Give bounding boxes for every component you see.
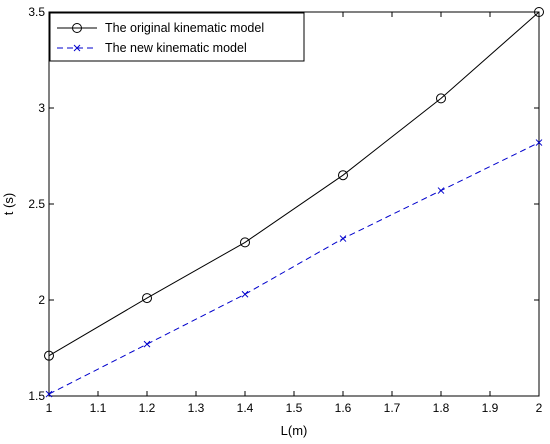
legend-label-original: The original kinematic model — [105, 21, 264, 35]
y-tick-label: 3 — [38, 101, 45, 115]
legend-box — [49, 12, 305, 62]
x-tick-label: 1.3 — [188, 401, 205, 415]
x-tick-label: 1.7 — [384, 401, 401, 415]
plot-area — [48, 11, 540, 397]
data-point — [44, 350, 54, 361]
y-tick-label: 1.5 — [28, 389, 45, 403]
y-axis-label: t (s) — [1, 193, 16, 215]
data-point — [534, 7, 544, 17]
data-point — [535, 139, 543, 146]
x-axis-label: L(m) — [281, 423, 308, 438]
legend-marker-new — [73, 44, 81, 52]
x-tick-label: 1.8 — [433, 401, 450, 415]
y-tick-label: 2.5 — [28, 197, 45, 211]
data-point — [338, 170, 348, 181]
legend-label-new: The new kinematic model — [105, 41, 247, 55]
series-line — [48, 11, 540, 357]
legend-marker-original — [72, 23, 82, 33]
x-tick-label: 1.5 — [286, 401, 303, 415]
x-tick-label: 1.9 — [482, 401, 499, 415]
data-point — [240, 237, 250, 248]
data-point — [339, 235, 347, 242]
x-tick-label: 1.4 — [237, 401, 254, 415]
data-point — [436, 93, 446, 104]
series-line — [48, 142, 540, 395]
data-point — [437, 187, 445, 194]
y-tick-label: 2 — [38, 293, 45, 307]
x-tick-label: 2 — [536, 401, 543, 415]
x-tick-label: 1 — [46, 401, 53, 415]
x-tick-label: 1.2 — [139, 401, 156, 415]
y-tick-label: 3.5 — [28, 5, 45, 19]
data-point — [45, 390, 53, 398]
series-group — [44, 7, 544, 398]
data-point — [241, 290, 249, 298]
legend: The original kinematic model The new kin… — [49, 12, 305, 62]
data-point — [143, 340, 151, 348]
axis-ticks: 1 1.1 1.2 1.3 1.4 1.5 1.6 1.7 1.8 1.9 2 1.5 2 2.5 3 3.5 — [28, 5, 542, 415]
data-point — [142, 293, 152, 304]
x-tick-label: 1.1 — [90, 401, 107, 415]
x-tick-label: 1.6 — [335, 401, 352, 415]
